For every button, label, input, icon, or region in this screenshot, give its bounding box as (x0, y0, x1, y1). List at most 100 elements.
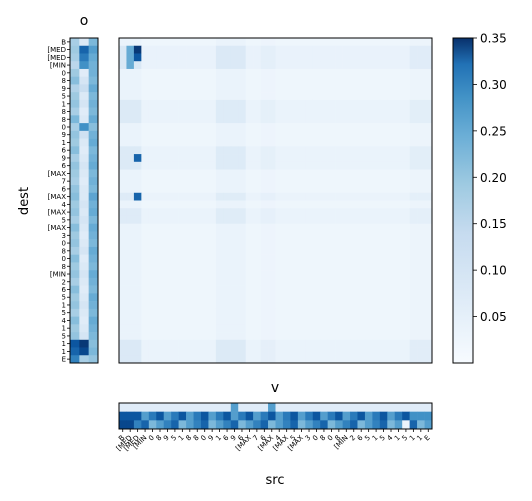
main-cell (394, 324, 403, 333)
main-cell (350, 99, 358, 108)
main-cell (193, 45, 202, 54)
main-cell (193, 347, 202, 356)
main-cell (275, 123, 284, 132)
main-cell (178, 53, 187, 62)
main-cell (133, 92, 142, 101)
main-cell (148, 115, 157, 124)
v-cell (335, 403, 343, 412)
main-cell (402, 339, 410, 348)
main-cell (148, 161, 157, 170)
main-cell (238, 239, 246, 248)
main-cell (379, 293, 388, 302)
main-cell (260, 347, 269, 356)
main-cell (305, 154, 314, 163)
main-cell (156, 355, 165, 364)
main-cell (335, 208, 343, 217)
v-cell (238, 420, 246, 430)
main-cell (245, 355, 254, 364)
main-cell (245, 161, 254, 170)
v-cell (335, 411, 343, 421)
main-cell (327, 324, 336, 333)
main-cell (379, 246, 388, 255)
main-cell (193, 169, 202, 178)
main-cell (417, 169, 425, 178)
main-cell (260, 301, 269, 310)
main-cell (126, 262, 135, 271)
o-cell (88, 277, 99, 286)
main-cell (417, 115, 425, 124)
main-cell (126, 339, 135, 348)
main-cell (260, 130, 269, 139)
main-cell (275, 246, 284, 255)
main-cell (409, 115, 418, 124)
main-cell (200, 99, 209, 108)
main-cell (394, 246, 403, 255)
main-cell (208, 215, 217, 225)
main-cell (305, 99, 314, 108)
main-cell (193, 301, 202, 310)
colorbar-tick-label: 0.10 (480, 264, 507, 278)
main-cell (163, 200, 172, 209)
main-cell (327, 38, 336, 47)
main-cell (245, 61, 254, 70)
main-cell (171, 285, 179, 294)
main-cell (245, 169, 254, 178)
main-cell (245, 308, 254, 317)
main-cell (350, 285, 358, 294)
main-cell (253, 123, 261, 132)
main-cell (148, 38, 157, 47)
v-cell (245, 403, 254, 412)
main-cell (394, 138, 403, 147)
main-cell (156, 61, 165, 70)
main-cell (171, 53, 179, 62)
main-cell (268, 339, 276, 348)
main-cell (230, 192, 239, 201)
main-cell (379, 76, 388, 85)
main-cell (223, 84, 232, 93)
main-cell (357, 130, 366, 139)
main-cell (409, 61, 418, 70)
main-cell (200, 185, 209, 194)
main-cell (223, 138, 232, 147)
main-cell (186, 324, 194, 333)
main-cell (200, 53, 209, 62)
main-cell (186, 262, 194, 271)
main-cell (141, 332, 150, 341)
main-cell (141, 68, 150, 77)
main-cell (215, 339, 224, 348)
main-cell (305, 339, 314, 348)
main-cell (230, 231, 239, 240)
main-cell (357, 138, 366, 147)
main-cell (357, 84, 366, 93)
main-cell (350, 208, 358, 217)
main-cell (223, 347, 232, 356)
main-cell (126, 316, 135, 325)
main-cell (372, 254, 381, 263)
main-cell (133, 130, 142, 139)
main-cell (193, 231, 202, 240)
v-cell (350, 403, 358, 412)
main-cell (335, 332, 343, 341)
main-cell (320, 332, 328, 341)
main-cell (148, 146, 157, 155)
main-cell (178, 38, 187, 47)
main-cell (327, 293, 336, 302)
main-cell (253, 192, 261, 201)
main-cell (133, 53, 142, 62)
main-cell (200, 107, 209, 116)
main-cell (268, 324, 276, 333)
main-cell (208, 177, 217, 186)
main-cell (275, 285, 284, 294)
main-cell (312, 339, 321, 348)
main-cell (409, 262, 418, 271)
main-cell (275, 231, 284, 240)
main-cell (148, 254, 157, 263)
main-cell (282, 92, 291, 101)
o-cell (88, 285, 99, 294)
main-cell (208, 84, 217, 93)
main-cell (156, 270, 165, 279)
main-cell (119, 161, 127, 170)
v-cell (186, 420, 194, 430)
o-cell (88, 308, 99, 317)
main-cell (148, 76, 157, 85)
